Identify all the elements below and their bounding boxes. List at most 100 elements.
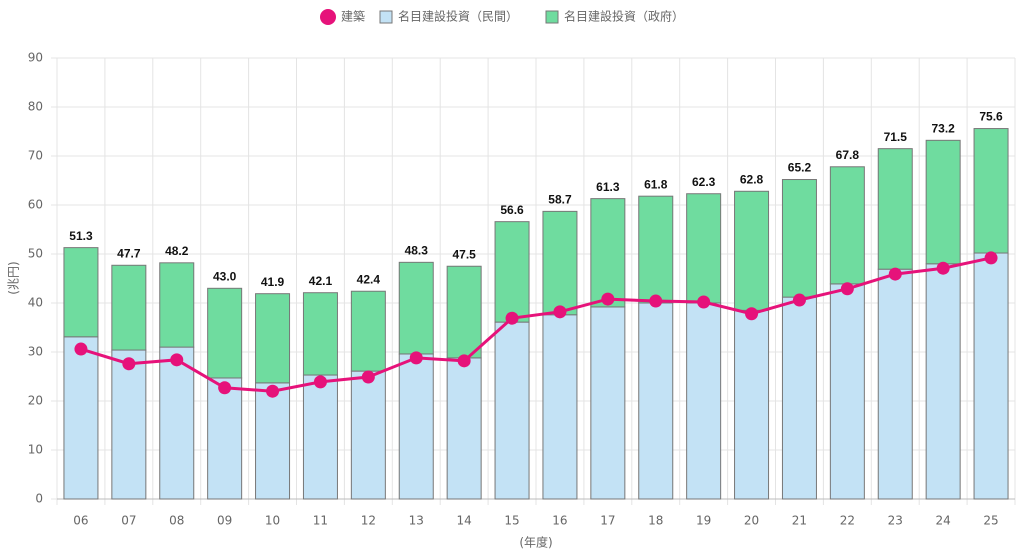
bar — [446, 357, 482, 500]
bar — [207, 287, 243, 379]
x-tick-label: 18 — [648, 514, 663, 528]
line-point — [266, 384, 280, 398]
line-point — [745, 307, 759, 321]
bar — [686, 302, 722, 500]
y-tick-label: 30 — [28, 345, 43, 359]
bar — [638, 302, 674, 500]
x-tick-label: 11 — [313, 514, 328, 528]
x-tick-label: 07 — [121, 514, 136, 528]
bar — [542, 314, 578, 500]
bar — [781, 296, 817, 500]
line-point — [553, 305, 567, 319]
x-tick-label: 09 — [217, 514, 232, 528]
value-label: 56.6 — [500, 203, 524, 217]
x-tick-label: 08 — [169, 514, 184, 528]
legend-swatch — [320, 9, 336, 25]
line-point — [840, 282, 854, 296]
y-tick-label: 0 — [35, 492, 43, 506]
bar — [781, 179, 817, 298]
x-tick-label: 13 — [409, 514, 424, 528]
value-label: 58.7 — [548, 193, 572, 207]
value-label: 73.2 — [931, 121, 955, 135]
x-tick-label: 16 — [552, 514, 567, 528]
value-label: 42.4 — [357, 272, 381, 286]
line-point — [122, 357, 136, 371]
line-point — [984, 251, 998, 265]
bar — [829, 166, 865, 285]
legend-label: 名目建設投資（政府） — [564, 9, 684, 24]
y-tick-label: 20 — [28, 394, 43, 408]
bar — [111, 264, 147, 351]
bar — [734, 190, 770, 311]
value-label: 48.2 — [165, 244, 189, 258]
value-label: 71.5 — [884, 130, 908, 144]
bar — [255, 293, 291, 384]
y-tick-label: 80 — [28, 100, 43, 114]
legend-label: 建築 — [341, 9, 365, 24]
bar — [925, 139, 961, 265]
x-tick-label: 24 — [936, 514, 951, 528]
y-tick-label: 10 — [28, 443, 43, 457]
value-label: 67.8 — [836, 148, 860, 162]
bar — [63, 336, 99, 500]
y-axis-label: (兆円) — [7, 261, 21, 294]
x-axis-label: (年度) — [519, 535, 552, 550]
bar — [207, 377, 243, 500]
x-tick-label: 22 — [840, 514, 855, 528]
bar — [302, 374, 338, 500]
y-tick-label: 60 — [28, 198, 43, 212]
bar — [398, 353, 434, 500]
line-point — [601, 292, 615, 306]
line-point — [218, 381, 232, 395]
bar — [494, 221, 530, 323]
line-point — [505, 311, 519, 325]
bar — [302, 292, 338, 376]
legend-swatch — [379, 10, 393, 24]
value-label: 61.8 — [644, 177, 668, 191]
x-tick-label: 12 — [361, 514, 376, 528]
x-tick-label: 06 — [73, 514, 88, 528]
x-tick-label: 20 — [744, 514, 759, 528]
x-tick-label: 23 — [888, 514, 903, 528]
bar — [159, 346, 195, 500]
line-point — [313, 375, 327, 389]
value-label: 62.3 — [692, 175, 716, 189]
bar — [159, 262, 195, 348]
bar — [925, 263, 961, 500]
y-tick-label: 90 — [28, 51, 43, 65]
bar — [255, 382, 291, 500]
legend-label: 名目建設投資（民間） — [398, 9, 518, 24]
bar — [973, 128, 1009, 254]
value-label: 51.3 — [69, 229, 93, 243]
line-point — [457, 354, 471, 368]
bar — [686, 193, 722, 304]
value-label: 75.6 — [979, 110, 1003, 124]
y-tick-label: 50 — [28, 247, 43, 261]
x-tick-label: 25 — [983, 514, 998, 528]
bar — [494, 321, 530, 500]
bar — [877, 268, 913, 500]
y-tick-label: 40 — [28, 296, 43, 310]
line-point — [936, 261, 950, 275]
value-label: 62.8 — [740, 172, 764, 186]
bar — [877, 148, 913, 270]
value-label: 42.1 — [309, 274, 333, 288]
x-tick-label: 19 — [696, 514, 711, 528]
line-point — [649, 294, 663, 308]
line-point — [697, 295, 711, 309]
value-label: 47.7 — [117, 246, 141, 260]
line-point — [74, 342, 88, 356]
bar — [829, 283, 865, 500]
bar — [350, 290, 386, 372]
bar — [734, 309, 770, 500]
bar — [350, 370, 386, 500]
bar — [542, 210, 578, 316]
bar — [398, 261, 434, 355]
line-point — [888, 267, 902, 281]
x-tick-label: 10 — [265, 514, 280, 528]
x-tick-label: 15 — [504, 514, 519, 528]
line — [80, 256, 992, 393]
x-tick-label: 17 — [600, 514, 615, 528]
value-label: 41.9 — [261, 275, 285, 289]
